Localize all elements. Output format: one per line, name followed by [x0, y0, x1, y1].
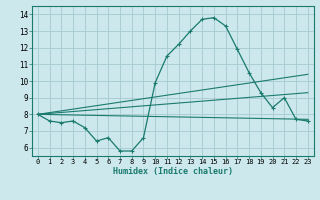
X-axis label: Humidex (Indice chaleur): Humidex (Indice chaleur) — [113, 167, 233, 176]
